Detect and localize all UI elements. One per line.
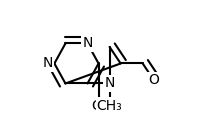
Text: Cl: Cl (92, 99, 105, 113)
Text: O: O (148, 73, 159, 87)
Text: N: N (43, 56, 53, 71)
Text: N: N (82, 36, 93, 51)
Text: CH₃: CH₃ (97, 99, 122, 113)
Text: N: N (104, 76, 115, 91)
